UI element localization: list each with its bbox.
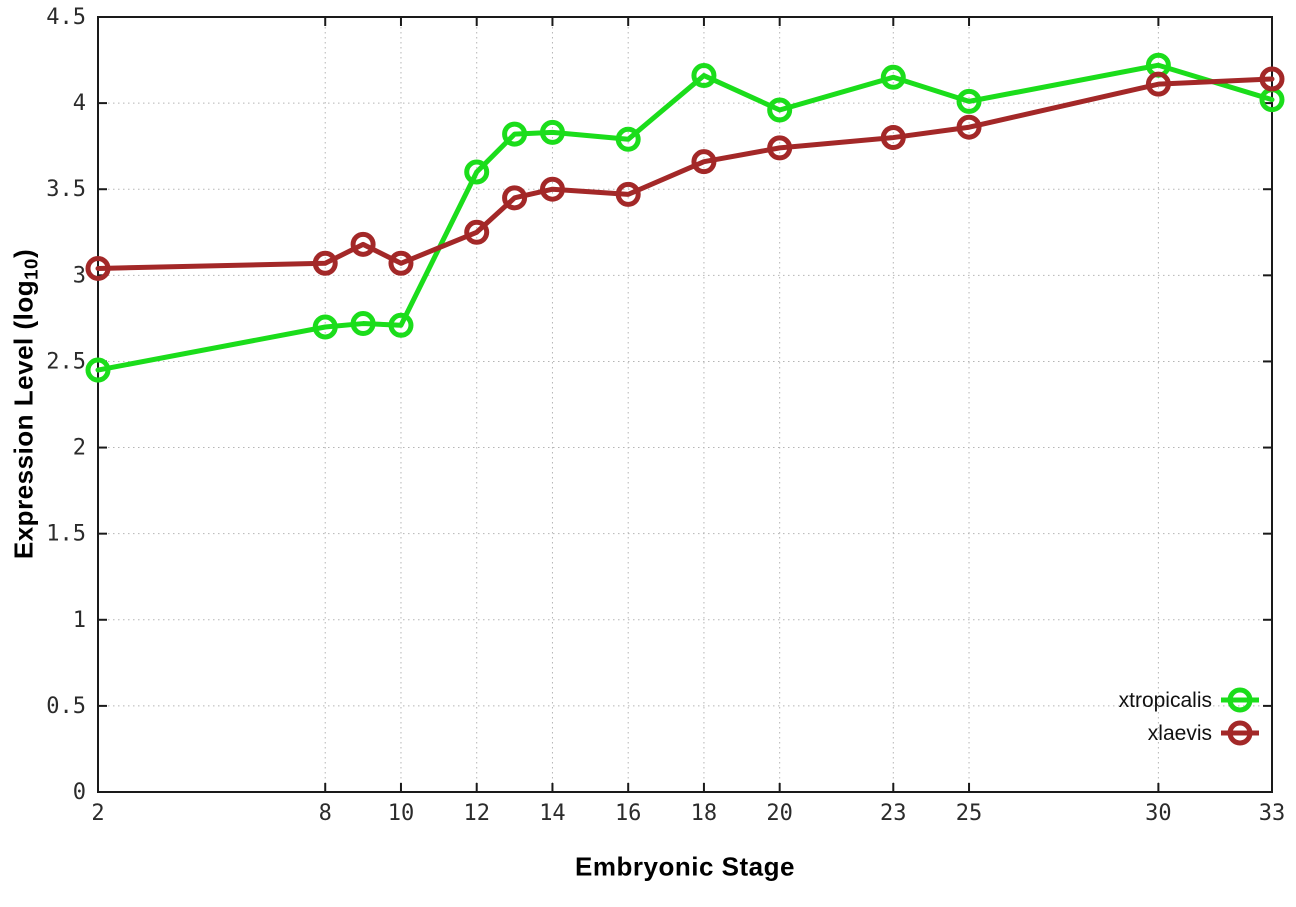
x-tick-label: 12 — [463, 801, 490, 826]
x-tick-label: 18 — [691, 801, 718, 826]
y-tick-label: 1.5 — [46, 522, 86, 547]
x-tick-label: 25 — [956, 801, 983, 826]
legend-label-xtropicalis: xtropicalis — [1119, 689, 1212, 712]
data-point-xlaevis — [615, 181, 641, 207]
data-point-xlaevis — [691, 149, 717, 175]
data-point-xtropicalis — [312, 314, 338, 340]
data-point-xlaevis — [350, 231, 376, 257]
legend-label-xlaevis: xlaevis — [1148, 722, 1212, 745]
x-tick-label: 20 — [766, 801, 793, 826]
data-point-xtropicalis — [956, 88, 982, 114]
data-point-xlaevis — [388, 250, 414, 276]
plot-border — [97, 16, 1273, 793]
data-point-xlaevis — [464, 219, 490, 245]
y-tick-label: 0 — [73, 780, 86, 805]
y-tick-label: 3.5 — [46, 177, 86, 202]
data-point-xlaevis — [539, 176, 565, 202]
data-point-xtropicalis — [691, 63, 717, 89]
y-tick-label: 4.5 — [46, 5, 86, 30]
y-axis-title-text: Expression Level (log — [8, 279, 39, 560]
data-point-xtropicalis — [539, 119, 565, 145]
series-line-xlaevis — [95, 76, 1275, 271]
x-tick-label: 16 — [615, 801, 642, 826]
y-tick-label: 4 — [73, 91, 86, 116]
data-point-xtropicalis — [767, 97, 793, 123]
y-axis-title-suffix: ) — [8, 248, 39, 259]
legend-marker-xtropicalis — [1227, 687, 1253, 713]
y-tick-label: 1 — [73, 608, 86, 633]
x-tick-label: 23 — [880, 801, 907, 826]
data-point-xlaevis — [502, 185, 528, 211]
y-tick-label: 2 — [73, 436, 86, 461]
x-tick-label: 14 — [539, 801, 566, 826]
x-tick-label: 8 — [319, 801, 332, 826]
legend-marker-xlaevis — [1227, 720, 1253, 746]
data-point-xtropicalis — [464, 159, 490, 185]
data-point-xtropicalis — [615, 126, 641, 152]
y-tick-label: 2.5 — [46, 349, 86, 374]
data-point-xtropicalis — [350, 311, 376, 337]
x-tick-label: 30 — [1145, 801, 1172, 826]
y-tick-label: 0.5 — [46, 694, 86, 719]
data-point-xlaevis — [1145, 71, 1171, 97]
y-axis-title: Expression Level (log10) — [8, 248, 42, 560]
series-line-xtropicalis — [95, 62, 1275, 373]
x-tick-label: 33 — [1259, 801, 1286, 826]
data-point-xtropicalis — [85, 357, 111, 383]
x-axis-title: Embryonic Stage — [575, 851, 795, 882]
data-point-xlaevis — [767, 135, 793, 161]
data-point-xlaevis — [956, 114, 982, 140]
y-axis-title-subscript: 10 — [20, 258, 42, 280]
data-point-xlaevis — [312, 250, 338, 276]
x-tick-label: 2 — [91, 801, 104, 826]
y-tick-label: 3 — [73, 263, 86, 288]
data-point-xtropicalis — [388, 312, 414, 338]
data-point-xlaevis — [880, 125, 906, 151]
data-point-xlaevis — [1259, 66, 1285, 92]
data-point-xlaevis — [85, 255, 111, 281]
data-point-xtropicalis — [502, 121, 528, 147]
x-tick-label: 10 — [388, 801, 415, 826]
data-point-xtropicalis — [880, 64, 906, 90]
